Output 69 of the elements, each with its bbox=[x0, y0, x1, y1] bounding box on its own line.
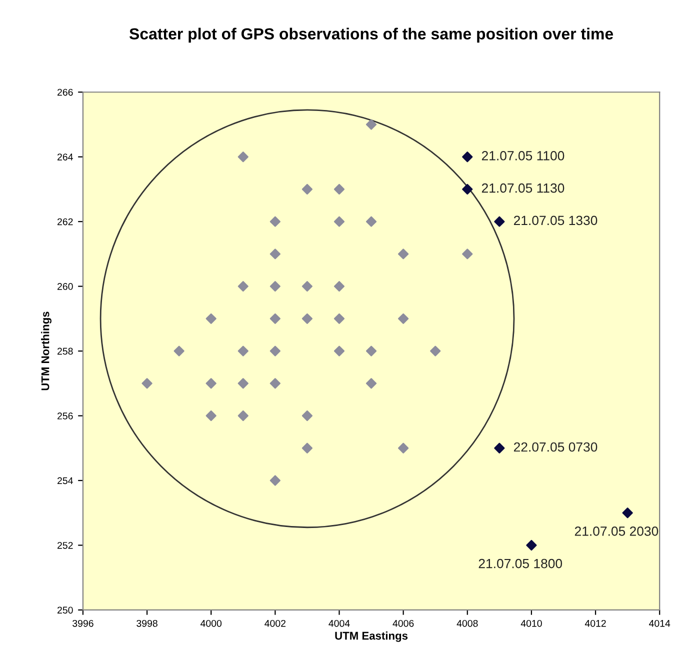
x-tick-label: 3996 bbox=[72, 620, 94, 627]
point bbox=[398, 442, 409, 454]
point bbox=[206, 410, 216, 422]
point bbox=[302, 281, 313, 292]
point bbox=[270, 346, 280, 356]
point bbox=[622, 508, 633, 518]
point bbox=[238, 346, 248, 356]
y-tick-label: 256 bbox=[58, 412, 73, 420]
point bbox=[206, 378, 216, 389]
annotation: 21.07.05 1130 bbox=[482, 183, 564, 193]
annotation: 21.07.05 1100 bbox=[482, 151, 564, 160]
point bbox=[238, 281, 248, 292]
point bbox=[398, 248, 409, 260]
point bbox=[206, 313, 216, 324]
x-tick-label: 4012 bbox=[584, 620, 606, 627]
point bbox=[270, 378, 280, 389]
point bbox=[366, 346, 377, 356]
x-tick-label: 4010 bbox=[520, 620, 542, 627]
point bbox=[270, 216, 280, 227]
point bbox=[398, 313, 409, 324]
x-tick-label: 4014 bbox=[649, 620, 670, 627]
y-tick-label: 262 bbox=[58, 218, 73, 226]
x-tick-label: 3998 bbox=[136, 620, 158, 627]
point bbox=[238, 152, 248, 162]
y-tick-label: 252 bbox=[58, 542, 73, 549]
x-tick-label: 4004 bbox=[328, 620, 350, 627]
chart-title: Scatter plot of GPS observations of the same position over time bbox=[129, 28, 614, 43]
point bbox=[334, 313, 345, 324]
point bbox=[366, 378, 377, 389]
y-tick-label: 266 bbox=[58, 88, 73, 96]
y-tick-label: 260 bbox=[58, 283, 73, 290]
point bbox=[302, 442, 313, 454]
point bbox=[142, 378, 152, 389]
annotation: 21.07.05 1800 bbox=[478, 558, 562, 568]
point bbox=[334, 281, 345, 292]
point bbox=[334, 346, 345, 356]
x-tick-label: 4006 bbox=[392, 620, 414, 627]
point bbox=[462, 248, 473, 260]
point bbox=[430, 346, 441, 356]
y-tick-label: 254 bbox=[58, 477, 73, 484]
point bbox=[270, 475, 280, 486]
point bbox=[366, 119, 377, 130]
point bbox=[526, 540, 537, 551]
point bbox=[270, 248, 280, 260]
point bbox=[174, 346, 184, 356]
point bbox=[238, 378, 248, 389]
point bbox=[334, 216, 345, 227]
x-tick-label: 4008 bbox=[456, 620, 478, 627]
y-tick-label: 250 bbox=[58, 606, 73, 614]
y-axis-title: UTM Northings bbox=[41, 312, 52, 390]
point bbox=[462, 184, 473, 195]
x-axis-title: UTM Eastings bbox=[335, 632, 408, 642]
x-tick-label: 4002 bbox=[264, 620, 286, 627]
point bbox=[366, 216, 377, 227]
point bbox=[270, 313, 280, 324]
point bbox=[270, 281, 280, 292]
point bbox=[238, 410, 248, 422]
point bbox=[302, 410, 313, 422]
point bbox=[302, 184, 313, 195]
annotation: 21.07.05 1330 bbox=[514, 216, 598, 226]
x-tick-label: 4000 bbox=[200, 620, 222, 627]
annotation: 22.07.05 0730 bbox=[514, 442, 598, 452]
point bbox=[494, 216, 505, 227]
y-tick-label: 264 bbox=[58, 154, 73, 160]
y-tick-label: 258 bbox=[58, 348, 73, 355]
point bbox=[334, 184, 345, 195]
point bbox=[494, 442, 505, 454]
point bbox=[462, 152, 473, 162]
annotation: 21.07.05 2030 bbox=[574, 526, 658, 536]
